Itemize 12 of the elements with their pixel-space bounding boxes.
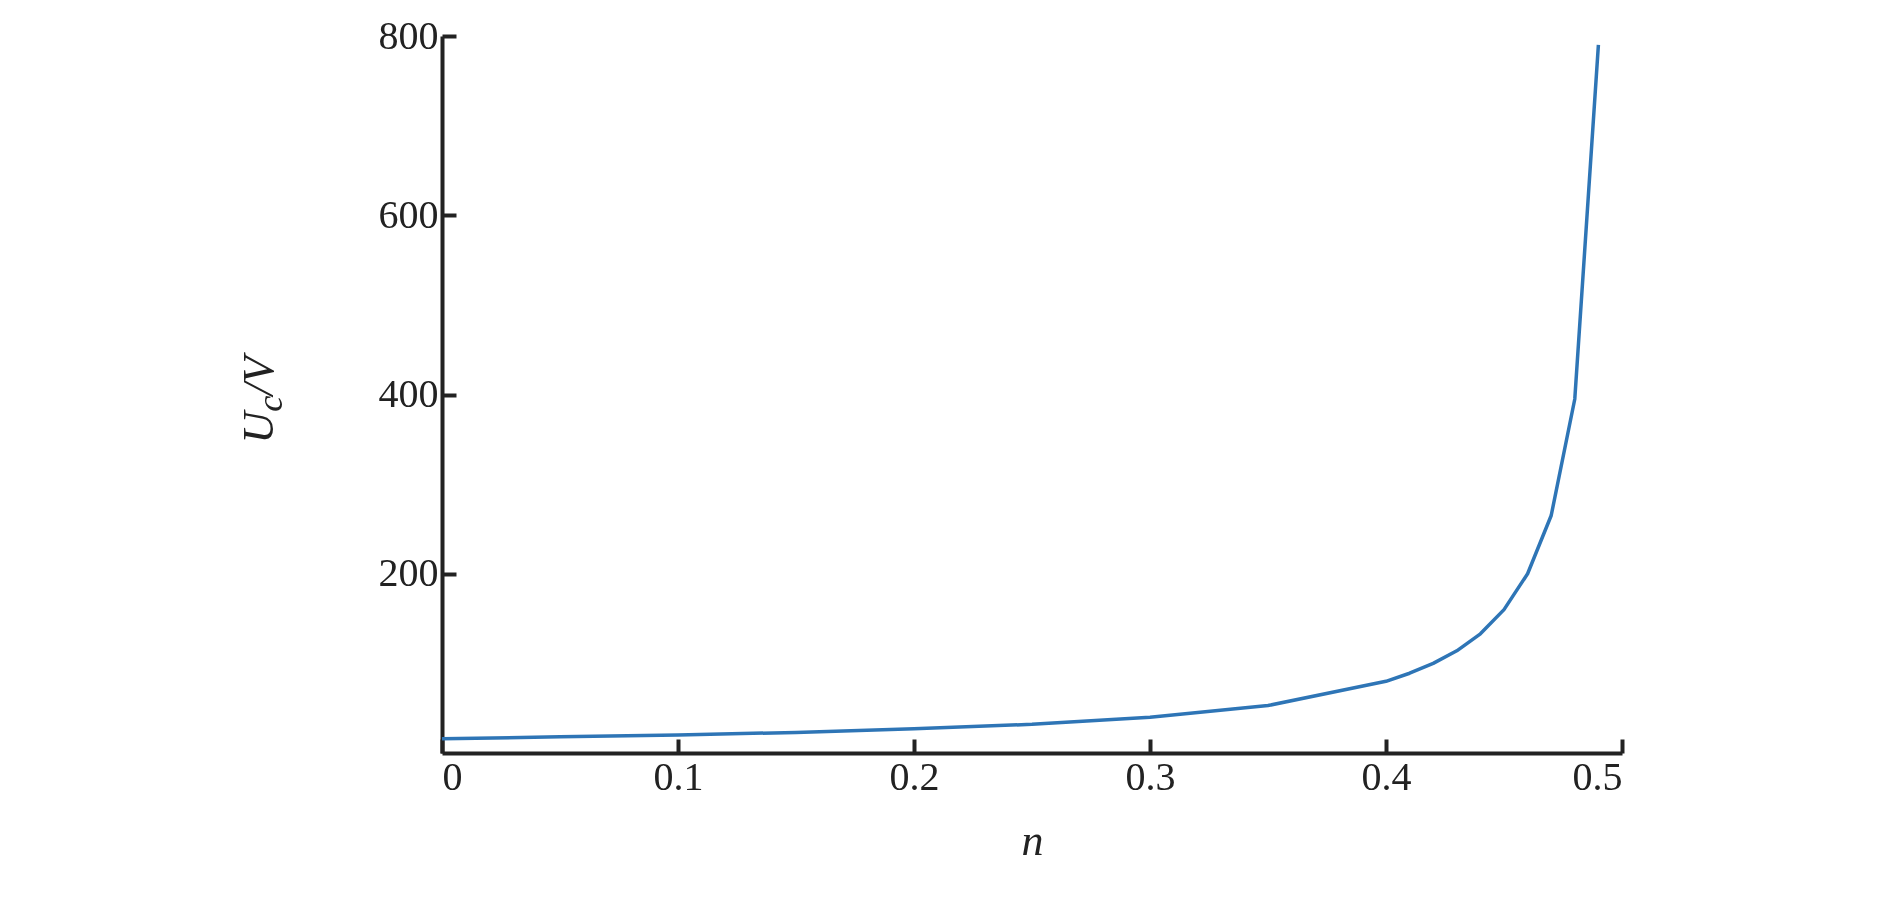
x-axis-title: n: [1021, 815, 1044, 865]
y-tick-label: 400: [378, 371, 439, 416]
x-tick-label: 0.4: [1361, 753, 1412, 799]
x-tick-label: 0.3: [1125, 753, 1176, 799]
x-tick-label: 0.5: [1572, 753, 1623, 799]
x-tick-label: 0.2: [889, 753, 940, 799]
y-tick-label: 600: [378, 191, 439, 237]
line-series: [440, 43, 1601, 741]
x-tick-label: 0.1: [653, 753, 704, 799]
y-tick-label: 200: [378, 550, 439, 596]
x-tick-label: 0: [442, 753, 463, 799]
y-tick-label: 800: [378, 12, 439, 58]
